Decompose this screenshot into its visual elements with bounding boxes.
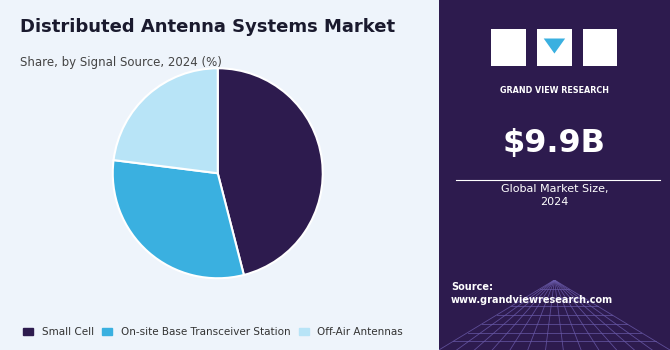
Text: Share, by Signal Source, 2024 (%): Share, by Signal Source, 2024 (%) <box>20 56 222 69</box>
Text: Global Market Size,
2024: Global Market Size, 2024 <box>500 184 608 207</box>
Text: Source:
www.grandviewresearch.com: Source: www.grandviewresearch.com <box>451 282 613 305</box>
Wedge shape <box>114 68 218 173</box>
Legend: Small Cell, On-site Base Transceiver Station, Off-Air Antennas: Small Cell, On-site Base Transceiver Sta… <box>19 323 407 341</box>
Text: $9.9B: $9.9B <box>503 128 606 159</box>
Wedge shape <box>113 160 244 278</box>
Wedge shape <box>218 68 323 275</box>
Text: GRAND VIEW RESEARCH: GRAND VIEW RESEARCH <box>500 86 609 95</box>
Text: Distributed Antenna Systems Market: Distributed Antenna Systems Market <box>20 18 395 35</box>
